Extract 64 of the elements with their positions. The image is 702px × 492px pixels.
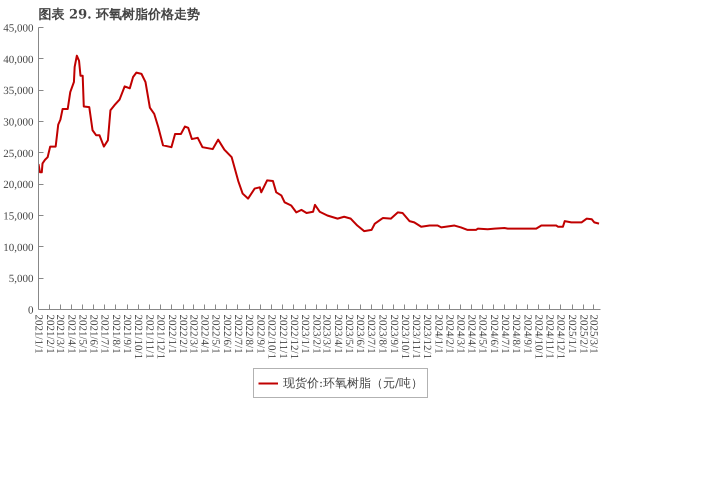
- chart-title: 图表 29. 环氧树脂价格走势: [38, 6, 200, 22]
- x-tick-label: 2022/10/1: [265, 314, 278, 360]
- x-tick-label: 2023/7/1: [365, 314, 378, 354]
- x-tick-label: 2024/12/1: [554, 314, 567, 360]
- x-tick-label: 2021/7/1: [98, 314, 111, 354]
- x-tick-label: 2024/1/1: [432, 314, 444, 354]
- x-tick-label: 2022/12/1: [288, 314, 300, 360]
- y-tick-label: 20,000: [3, 179, 34, 192]
- x-tick-label: 2023/10/1: [398, 314, 411, 360]
- x-tick-label: 2024/5/1: [476, 314, 489, 354]
- x-tick-label: 2023/11/1: [410, 314, 422, 359]
- y-tick-label: 30,000: [3, 116, 34, 128]
- x-tick-label: 2023/2/1: [310, 314, 322, 354]
- x-tick-label: 2024/2/1: [444, 314, 456, 354]
- x-tick-label: 2022/3/1: [187, 314, 200, 354]
- x-tick-label: 2021/12/1: [154, 314, 166, 360]
- x-tick-label: 2023/5/1: [342, 314, 355, 354]
- x-tick-label: 2021/10/1: [132, 314, 144, 360]
- x-tick-label: 2025/3/1: [588, 314, 600, 354]
- x-tick-label: 2022/1/1: [166, 314, 178, 354]
- y-tick-label: 10,000: [3, 242, 34, 254]
- legend-label: 现货价:环氧树脂（元/吨）: [283, 374, 424, 392]
- x-tick-label: 2022/9/1: [254, 314, 267, 354]
- x-tick-label: 2021/2/1: [44, 314, 56, 354]
- x-tick-label: 2021/5/1: [76, 314, 88, 354]
- x-tick-label: 2021/4/1: [65, 314, 78, 354]
- x-tick-label: 2021/8/1: [110, 314, 122, 354]
- y-tick-label: 40,000: [3, 54, 34, 66]
- x-tick-label: 2021/3/1: [54, 314, 66, 354]
- x-tick-label: 2023/1/1: [299, 314, 312, 354]
- x-tick-label: 2023/4/1: [332, 314, 344, 354]
- x-tick-label: 2022/11/1: [276, 314, 289, 359]
- x-tick-label: 2022/8/1: [243, 314, 256, 354]
- y-tick-label: 15,000: [3, 210, 34, 222]
- x-tick-label: 2022/5/1: [210, 314, 222, 354]
- x-tick-label: 2024/10/1: [532, 314, 544, 360]
- y-tick-label: 25,000: [3, 148, 34, 160]
- x-tick-label: 2021/1/1: [32, 314, 44, 354]
- x-tick-label: 2022/4/1: [198, 314, 211, 354]
- x-tick-label: 2024/4/1: [466, 314, 478, 354]
- x-tick-label: 2022/7/1: [232, 314, 244, 354]
- y-tick-label: 45,000: [3, 22, 34, 34]
- x-tick-label: 2024/7/1: [498, 314, 511, 354]
- y-tick-label: 0: [28, 304, 34, 316]
- x-tick-label: 2024/3/1: [454, 314, 466, 354]
- x-tick-label: 2023/3/1: [320, 314, 333, 354]
- x-tick-label: 2022/6/1: [220, 314, 233, 354]
- x-tick-label: 2023/6/1: [354, 314, 366, 354]
- x-tick-label: 2021/6/1: [88, 314, 100, 354]
- x-tick-label: 2024/9/1: [521, 314, 534, 354]
- x-tick-label: 2023/8/1: [376, 314, 388, 354]
- x-tick-label: 2024/11/1: [544, 314, 556, 359]
- x-tick-label: 2024/8/1: [510, 314, 522, 354]
- y-tick-label: 5,000: [8, 273, 34, 286]
- line-series: [38, 54, 600, 232]
- y-tick-label: 35,000: [3, 85, 34, 98]
- x-tick-label: 2023/12/1: [421, 314, 434, 360]
- x-tick-label: 2021/9/1: [121, 314, 134, 354]
- x-tick-label: 2021/11/1: [144, 314, 156, 359]
- x-tick-label: 2025/2/1: [577, 314, 590, 354]
- x-tick-label: 2022/2/1: [177, 314, 190, 354]
- x-tick-label: 2024/6/1: [488, 314, 500, 354]
- x-tick-label: 2025/1/1: [566, 314, 578, 354]
- x-tick-label: 2023/9/1: [388, 314, 400, 354]
